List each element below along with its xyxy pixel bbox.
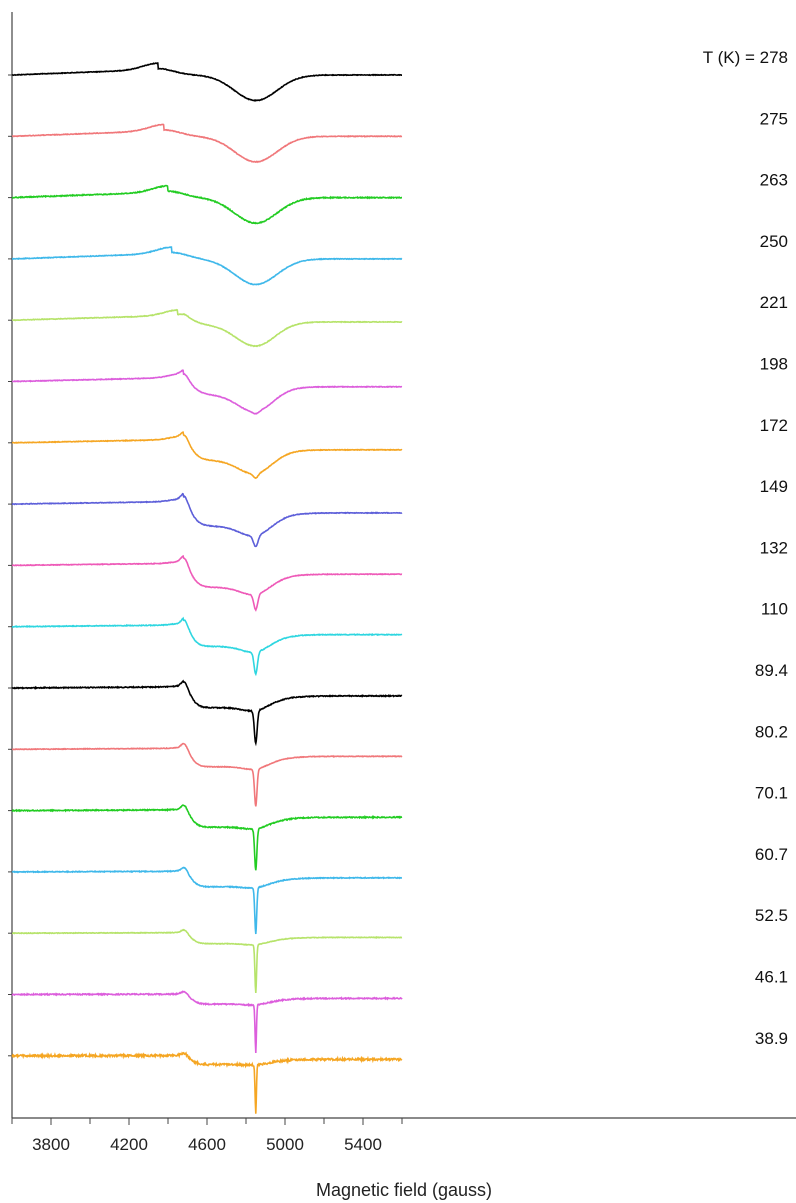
series-line-60-7	[11, 866, 402, 935]
temperature-label-52-5: 52.5	[755, 906, 788, 925]
temperature-label-38-9: 38.9	[755, 1029, 788, 1048]
series-line-110	[11, 616, 403, 677]
series-line-52-5	[11, 928, 403, 993]
temperature-label-132: 132	[760, 538, 788, 557]
series-line-149	[12, 492, 403, 548]
series-line-250	[12, 246, 403, 286]
temperature-label-198: 198	[760, 355, 788, 374]
y-axis-ticks	[8, 74, 12, 1057]
series-line-221	[11, 308, 403, 348]
series-line-278	[11, 62, 402, 102]
temperature-label-110: 110	[761, 600, 788, 619]
series-line-46-1	[11, 990, 403, 1054]
series-line-198	[12, 369, 403, 415]
series-line-132	[11, 554, 403, 612]
series-line-38-9	[11, 1051, 403, 1114]
temperature-label-221: 221	[760, 293, 788, 312]
series-line-263	[11, 184, 402, 225]
x-axis-title: Magnetic field (gauss)	[316, 1180, 492, 1200]
temperature-label-89-4: 89.4	[755, 661, 788, 680]
x-tick-label-4200: 4200	[110, 1135, 148, 1154]
temperature-label-60-7: 60.7	[755, 845, 788, 864]
temperature-label-149: 149	[760, 477, 788, 496]
x-tick-label-5400: 5400	[344, 1135, 382, 1154]
temperature-label-278: T (K) = 278	[703, 48, 788, 67]
series-line-172	[11, 431, 403, 480]
temperature-label-250: 250	[760, 232, 788, 251]
series-line-70-1	[11, 804, 403, 871]
series-line-89-4	[11, 679, 403, 747]
temperature-label-46-1: 46.1	[755, 968, 788, 987]
x-tick-label-3800: 3800	[32, 1135, 70, 1154]
temperature-label-263: 263	[760, 171, 788, 190]
spectra-series	[11, 62, 403, 1114]
series-line-80-2	[11, 742, 403, 807]
x-tick-label-4600: 4600	[188, 1135, 226, 1154]
axes	[11, 12, 796, 1119]
x-axis-ticks: 3800 4200 4600 5000 5400	[11, 1118, 403, 1154]
temperature-label-70-1: 70.1	[755, 784, 788, 803]
temperature-label-80-2: 80.2	[755, 722, 788, 741]
series-line-275	[11, 123, 403, 164]
temperature-label-172: 172	[760, 416, 788, 435]
temperature-labels: T (K) = 278 275 263 250 221 198 172 149 132 110 89…	[703, 48, 788, 1048]
temperature-label-275: 275	[760, 109, 788, 128]
x-tick-label-5000: 5000	[266, 1135, 304, 1154]
